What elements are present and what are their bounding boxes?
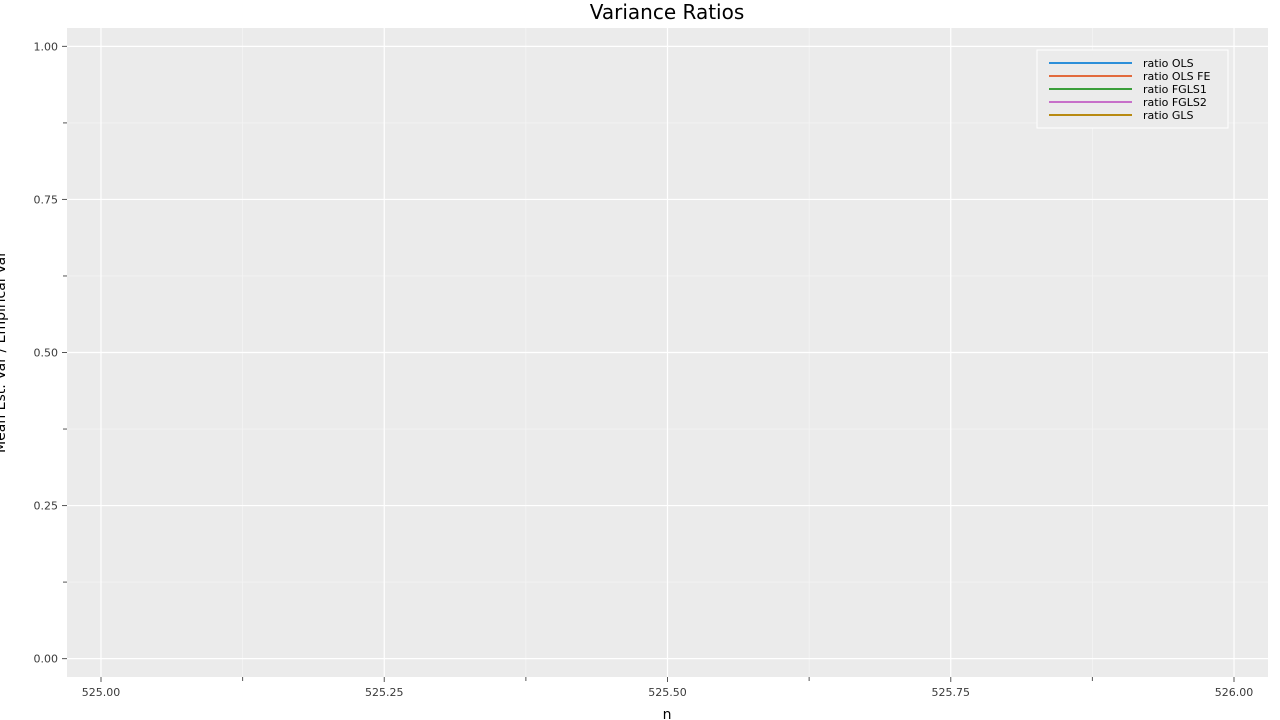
axis-ticks: 525.00 525.25 525.50 525.75 526.00 0.00 0.25 0.… <box>34 40 1254 699</box>
legend-label: ratio OLS <box>1143 57 1194 70</box>
x-axis-label: n <box>663 707 672 720</box>
x-tick-label: 525.50 <box>648 686 687 699</box>
chart-title: Variance Ratios <box>590 0 745 24</box>
y-tick-label: 0.00 <box>34 653 59 666</box>
y-tick-label: 0.25 <box>34 500 59 513</box>
legend-label: ratio FGLS2 <box>1143 96 1207 109</box>
y-axis-label: Mean Est. Var / Empirical Var <box>0 251 9 453</box>
y-tick-label: 0.75 <box>34 193 59 206</box>
legend-label: ratio GLS <box>1143 109 1194 122</box>
x-tick-label: 525.25 <box>365 686 404 699</box>
y-tick-label: 0.50 <box>34 347 59 360</box>
legend-label: ratio FGLS1 <box>1143 83 1207 96</box>
grid-lines <box>67 28 1268 677</box>
x-tick-label: 525.75 <box>932 686 971 699</box>
x-tick-label: 526.00 <box>1215 686 1254 699</box>
y-tick-label: 1.00 <box>34 40 59 53</box>
legend-label: ratio OLS FE <box>1143 70 1210 83</box>
x-tick-label: 525.00 <box>82 686 121 699</box>
